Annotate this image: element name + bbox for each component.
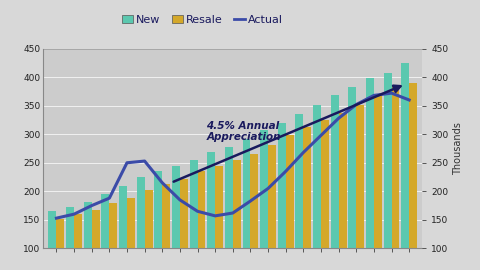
Bar [101,194,109,248]
Actual [142,160,147,163]
Actual [389,92,395,95]
Actual [195,210,201,213]
Bar [295,114,303,248]
Actual [89,204,95,207]
Line: Actual: Actual [57,93,409,218]
Bar [348,87,356,248]
Bar [313,104,321,248]
Bar [286,135,294,248]
Bar [384,73,392,248]
Actual [107,197,112,200]
Actual [353,103,359,106]
Bar [74,214,82,248]
Bar [84,202,92,248]
Actual [124,161,130,164]
Bar [137,177,144,248]
Bar [92,210,100,248]
Bar [366,78,374,248]
Bar [57,219,64,248]
Bar [331,95,338,248]
Actual [177,198,183,201]
Bar [215,166,223,248]
Bar [409,83,417,248]
Bar [356,104,364,248]
Actual [300,151,306,154]
Bar [338,113,347,248]
Bar [251,154,258,248]
Bar [190,160,198,248]
Actual [230,211,236,215]
Bar [207,153,215,248]
Y-axis label: Thousands: Thousands [453,122,463,175]
Bar [66,207,74,248]
Actual [248,200,253,203]
Bar [119,185,127,248]
Bar [109,203,117,248]
Actual [159,181,165,184]
Bar [303,127,312,248]
Bar [198,171,205,248]
Bar [172,166,180,248]
Bar [260,130,268,248]
Bar [127,198,135,248]
Actual [265,187,271,190]
Actual [54,217,60,220]
Bar [154,171,162,248]
Bar [225,147,233,248]
Text: 4.5% Annual
Appreciation: 4.5% Annual Appreciation [206,121,281,142]
Bar [374,95,382,248]
Bar [321,120,329,248]
Actual [283,170,288,173]
Bar [180,179,188,248]
Actual [71,212,77,216]
Actual [336,117,341,120]
Bar [48,211,57,248]
Actual [318,134,324,137]
Bar [278,123,286,248]
Bar [162,184,170,248]
Legend: New, Resale, Actual: New, Resale, Actual [117,10,288,29]
Actual [371,94,377,97]
Bar [233,160,241,248]
Bar [268,144,276,248]
Bar [392,86,399,248]
Actual [212,214,218,217]
Bar [144,190,153,248]
Actual [406,98,412,102]
Bar [401,63,409,248]
Bar [242,139,251,248]
